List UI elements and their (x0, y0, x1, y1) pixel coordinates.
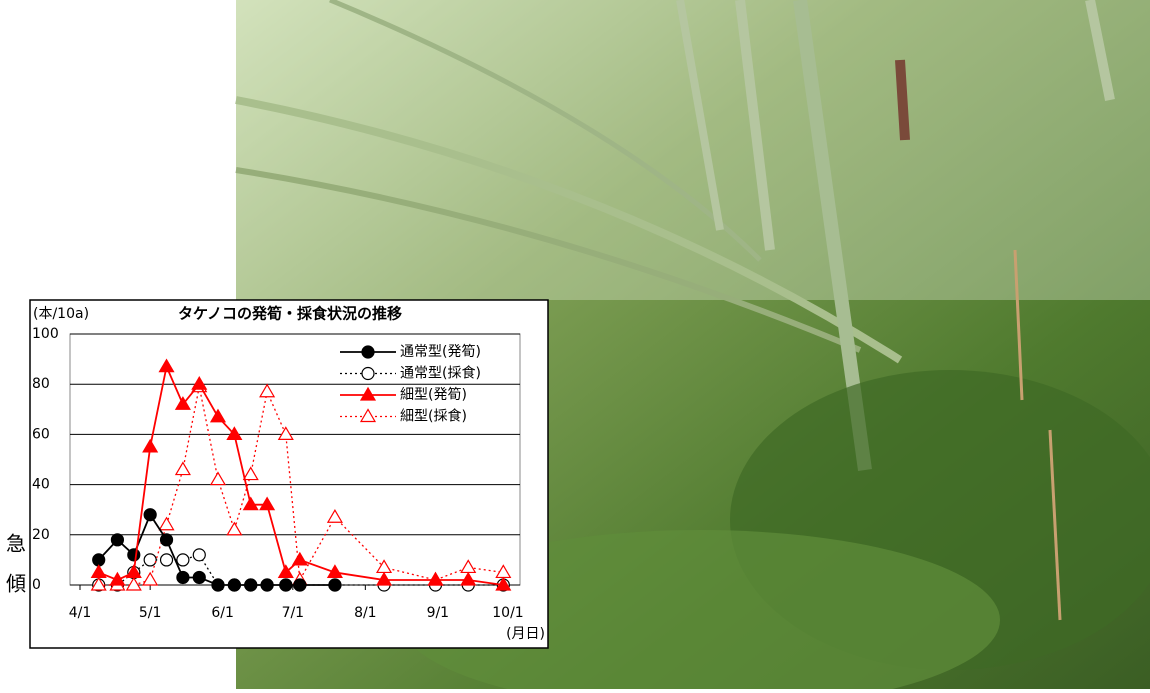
marker (161, 534, 173, 546)
marker (193, 571, 205, 583)
marker (193, 549, 205, 561)
y-tick-label: 60 (32, 426, 50, 442)
marker (144, 554, 156, 566)
plot: 0 20 40 60 80 100 4/1 5/1 6/1 7/1 8/1 9/1 10/1 通常型(発筍… (32, 326, 524, 621)
marker (329, 579, 341, 591)
legend-marker (362, 346, 374, 358)
marker (177, 571, 189, 583)
marker (294, 579, 306, 591)
y-tick-label: 40 (32, 477, 50, 493)
legend-marker (362, 368, 374, 380)
y-tick-label: 100 (32, 326, 59, 342)
x-tick-label: 9/1 (427, 605, 450, 621)
marker (128, 549, 140, 561)
marker (212, 579, 224, 591)
marker (177, 554, 189, 566)
y-axis-label: (本/10a) (33, 306, 89, 322)
y-tick-label: 20 (32, 527, 50, 543)
legend-label: 細型(発筍) (400, 386, 467, 403)
marker (245, 579, 257, 591)
x-tick-label: 4/1 (69, 605, 92, 621)
side-text: 傾 (6, 572, 26, 596)
legend-label: 通常型(発筍) (400, 343, 481, 360)
scene: 急 傾 (本/10a) タケノコの発筍・採食状況の推移 (月日) 0 20 40 60… (0, 0, 1150, 689)
marker (93, 554, 105, 566)
marker (228, 579, 240, 591)
x-tick-label: 5/1 (139, 605, 162, 621)
x-axis-label: (月日) (506, 626, 545, 642)
x-tick-label: 8/1 (354, 605, 377, 621)
marker (161, 554, 173, 566)
marker (261, 579, 273, 591)
y-tick-label: 80 (32, 376, 50, 392)
legend-label: 通常型(採食) (400, 365, 481, 382)
marker (111, 534, 123, 546)
marker (280, 579, 292, 591)
x-tick-label: 10/1 (492, 605, 523, 621)
page: 急 傾 (本/10a) タケノコの発筍・採食状況の推移 (月日) 0 20 40 60… (0, 0, 1150, 689)
x-tick-label: 6/1 (211, 605, 234, 621)
marker (144, 509, 156, 521)
x-tick-label: 7/1 (282, 605, 305, 621)
legend-label: 細型(採食) (400, 408, 467, 425)
side-text: 急 (6, 532, 26, 556)
y-tick-label: 0 (32, 577, 41, 593)
chart-title: タケノコの発筍・採食状況の推移 (178, 305, 402, 323)
